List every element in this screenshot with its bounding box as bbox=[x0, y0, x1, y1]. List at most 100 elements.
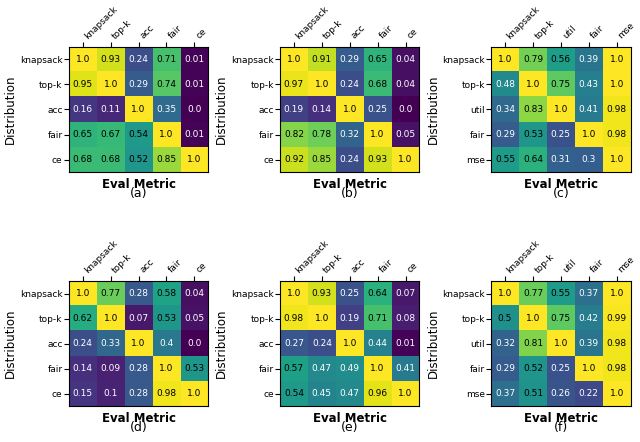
Text: 0.1: 0.1 bbox=[104, 389, 118, 398]
Text: 0.96: 0.96 bbox=[367, 389, 388, 398]
Text: 0.25: 0.25 bbox=[551, 364, 571, 373]
Text: 0.48: 0.48 bbox=[495, 80, 515, 89]
Text: 0.35: 0.35 bbox=[156, 105, 177, 114]
Text: 1.0: 1.0 bbox=[554, 105, 568, 114]
Text: 0.05: 0.05 bbox=[184, 314, 204, 323]
Text: (b): (b) bbox=[341, 187, 358, 200]
Text: 0.04: 0.04 bbox=[396, 80, 415, 89]
Text: (f): (f) bbox=[554, 421, 568, 434]
Text: 0.34: 0.34 bbox=[495, 105, 515, 114]
Text: 1.0: 1.0 bbox=[76, 289, 90, 298]
Text: 0.24: 0.24 bbox=[129, 55, 148, 64]
Text: 0.39: 0.39 bbox=[579, 339, 599, 348]
Text: 0.25: 0.25 bbox=[551, 130, 571, 139]
Text: 0.47: 0.47 bbox=[312, 364, 332, 373]
Text: 1.0: 1.0 bbox=[188, 389, 202, 398]
Text: 0.64: 0.64 bbox=[367, 289, 388, 298]
Text: 0.11: 0.11 bbox=[100, 105, 121, 114]
Text: 0.14: 0.14 bbox=[312, 105, 332, 114]
Y-axis label: Distribution: Distribution bbox=[4, 309, 17, 378]
Text: 0.32: 0.32 bbox=[495, 339, 515, 348]
Text: 0.08: 0.08 bbox=[396, 314, 415, 323]
Text: 1.0: 1.0 bbox=[609, 80, 624, 89]
Text: 1.0: 1.0 bbox=[315, 80, 329, 89]
Text: 0.49: 0.49 bbox=[340, 364, 360, 373]
Text: (c): (c) bbox=[552, 187, 569, 200]
Text: 0.44: 0.44 bbox=[368, 339, 388, 348]
Text: 0.68: 0.68 bbox=[100, 155, 121, 164]
X-axis label: Eval Metric: Eval Metric bbox=[524, 412, 598, 425]
Text: 0.24: 0.24 bbox=[312, 339, 332, 348]
Text: 0.83: 0.83 bbox=[523, 105, 543, 114]
Text: 1.0: 1.0 bbox=[159, 130, 173, 139]
Text: 1.0: 1.0 bbox=[76, 55, 90, 64]
Text: 0.81: 0.81 bbox=[523, 339, 543, 348]
Text: 0.41: 0.41 bbox=[396, 364, 415, 373]
Text: 1.0: 1.0 bbox=[287, 55, 301, 64]
Text: 0.04: 0.04 bbox=[184, 289, 204, 298]
Text: 1.0: 1.0 bbox=[104, 314, 118, 323]
Text: 0.39: 0.39 bbox=[579, 55, 599, 64]
Text: 0.07: 0.07 bbox=[129, 314, 148, 323]
Text: 0.32: 0.32 bbox=[340, 130, 360, 139]
Text: 0.91: 0.91 bbox=[312, 55, 332, 64]
Text: 0.41: 0.41 bbox=[579, 105, 599, 114]
Text: 0.26: 0.26 bbox=[551, 389, 571, 398]
Text: 0.51: 0.51 bbox=[523, 389, 543, 398]
Text: 0.5: 0.5 bbox=[498, 314, 512, 323]
Text: 1.0: 1.0 bbox=[188, 155, 202, 164]
X-axis label: Eval Metric: Eval Metric bbox=[102, 178, 175, 191]
Text: 0.64: 0.64 bbox=[523, 155, 543, 164]
Text: 1.0: 1.0 bbox=[159, 364, 173, 373]
Text: 0.62: 0.62 bbox=[73, 314, 93, 323]
Text: 0.28: 0.28 bbox=[129, 289, 148, 298]
Text: 0.56: 0.56 bbox=[551, 55, 571, 64]
Text: 0.0: 0.0 bbox=[188, 105, 202, 114]
Text: 0.54: 0.54 bbox=[284, 389, 304, 398]
Text: 1.0: 1.0 bbox=[131, 339, 146, 348]
Text: 1.0: 1.0 bbox=[315, 314, 329, 323]
Text: 0.54: 0.54 bbox=[129, 130, 148, 139]
Text: 0.77: 0.77 bbox=[100, 289, 121, 298]
Text: 0.4: 0.4 bbox=[159, 339, 173, 348]
Text: 1.0: 1.0 bbox=[609, 55, 624, 64]
Text: 0.98: 0.98 bbox=[607, 105, 627, 114]
Text: 0.65: 0.65 bbox=[73, 130, 93, 139]
Text: 0.98: 0.98 bbox=[607, 364, 627, 373]
Text: 1.0: 1.0 bbox=[582, 130, 596, 139]
Text: 0.24: 0.24 bbox=[73, 339, 93, 348]
Text: 0.52: 0.52 bbox=[129, 155, 148, 164]
Text: 0.43: 0.43 bbox=[579, 80, 599, 89]
Text: 0.47: 0.47 bbox=[340, 389, 360, 398]
Text: 1.0: 1.0 bbox=[498, 289, 512, 298]
Text: 0.01: 0.01 bbox=[184, 130, 204, 139]
Y-axis label: Distribution: Distribution bbox=[215, 75, 228, 144]
Text: 0.68: 0.68 bbox=[73, 155, 93, 164]
Text: 0.85: 0.85 bbox=[156, 155, 177, 164]
Text: 0.29: 0.29 bbox=[495, 130, 515, 139]
Text: 0.33: 0.33 bbox=[100, 339, 121, 348]
Text: 0.37: 0.37 bbox=[495, 389, 515, 398]
Text: 0.75: 0.75 bbox=[551, 314, 571, 323]
X-axis label: Eval Metric: Eval Metric bbox=[313, 412, 387, 425]
Text: 1.0: 1.0 bbox=[287, 289, 301, 298]
Y-axis label: Distribution: Distribution bbox=[4, 75, 17, 144]
Text: 1.0: 1.0 bbox=[582, 364, 596, 373]
Text: 1.0: 1.0 bbox=[609, 289, 624, 298]
Text: 0.77: 0.77 bbox=[523, 289, 543, 298]
Text: 0.09: 0.09 bbox=[100, 364, 121, 373]
Text: 0.14: 0.14 bbox=[73, 364, 93, 373]
Text: 1.0: 1.0 bbox=[609, 155, 624, 164]
Y-axis label: Distribution: Distribution bbox=[215, 309, 228, 378]
Text: 1.0: 1.0 bbox=[498, 55, 512, 64]
Text: 1.0: 1.0 bbox=[398, 155, 413, 164]
Text: 1.0: 1.0 bbox=[398, 389, 413, 398]
Text: 0.52: 0.52 bbox=[523, 364, 543, 373]
Text: 0.28: 0.28 bbox=[129, 389, 148, 398]
Text: 0.37: 0.37 bbox=[579, 289, 599, 298]
Text: (d): (d) bbox=[130, 421, 147, 434]
Text: 1.0: 1.0 bbox=[609, 389, 624, 398]
Text: 0.92: 0.92 bbox=[284, 155, 304, 164]
Text: 0.78: 0.78 bbox=[312, 130, 332, 139]
Text: (a): (a) bbox=[130, 187, 147, 200]
